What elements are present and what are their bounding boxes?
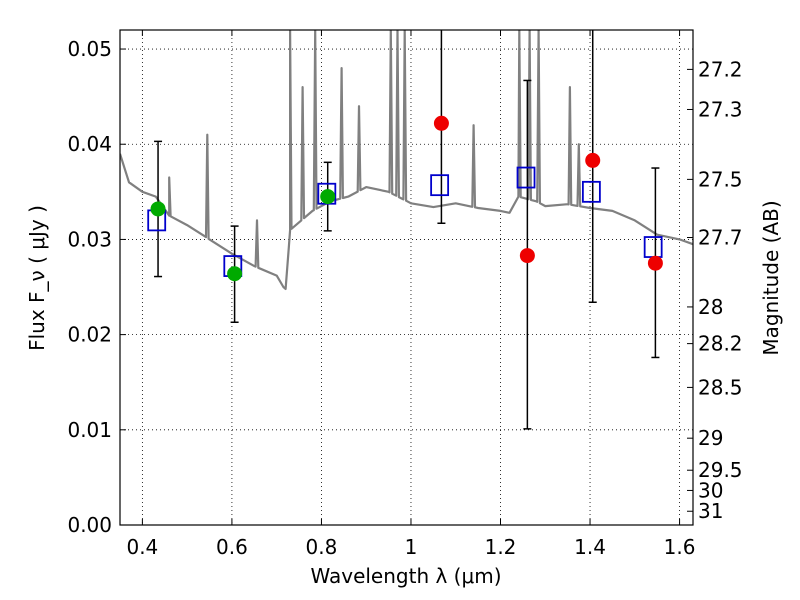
y2-tick-label: 29.5 — [698, 458, 743, 482]
green-data-point — [150, 201, 166, 217]
x-tick-label: 0.8 — [306, 535, 338, 559]
x-tick-label: 1.2 — [485, 535, 517, 559]
y2-tick-label: 27.3 — [698, 97, 743, 121]
plot-area — [120, 30, 693, 430]
y2-tick-label: 27.2 — [698, 57, 743, 81]
y2-tick-label: 27.5 — [698, 167, 743, 191]
y2-tick-label: 28 — [698, 295, 723, 319]
y2-tick-label: 30 — [698, 478, 723, 502]
model-spectrum-line — [120, 30, 693, 290]
grid — [120, 30, 693, 525]
plot-frame — [119, 29, 694, 526]
y2-tick-label: 29 — [698, 426, 723, 450]
y-tick-label: 0.00 — [67, 513, 112, 537]
model-square-point — [516, 166, 536, 189]
y-axis-label: Flux F_ν ( μJy ) — [25, 205, 49, 351]
red-data-point — [585, 152, 601, 168]
red-data-point — [433, 115, 449, 131]
model-square-point — [643, 236, 663, 258]
x-tick-label: 0.4 — [126, 535, 158, 559]
model-square-point — [430, 174, 450, 197]
x-tick-label: 1 — [405, 535, 418, 559]
y-tick-label: 0.01 — [67, 418, 112, 442]
y2-tick-label: 28.5 — [698, 375, 743, 399]
y-tick-label: 0.03 — [67, 227, 112, 251]
x-tick-label: 1.4 — [574, 535, 606, 559]
green-data-point — [227, 266, 243, 282]
y-tick-label: 0.05 — [67, 37, 112, 61]
red-data-point — [519, 248, 535, 264]
model-square-point — [581, 180, 601, 203]
x-tick-label: 1.6 — [664, 535, 696, 559]
x-tick-label: 0.6 — [216, 535, 248, 559]
y-tick-label: 0.02 — [67, 323, 112, 347]
y2-tick-label: 31 — [698, 499, 723, 523]
green-data-point — [320, 189, 336, 205]
y-tick-label: 0.04 — [67, 132, 112, 156]
y2-axis-label: Magnitude (AB) — [759, 200, 783, 355]
axes-ticks: 0.4 0.6 0.8 1 1.2 1.4 1.6 0.00 0.01 0.02 0.03 0.04 0… — [67, 30, 743, 559]
red-data-point — [647, 255, 663, 271]
x-axis-label: Wavelength λ (μm) — [310, 564, 501, 588]
y2-tick-label: 28.2 — [698, 332, 743, 356]
y2-tick-label: 27.7 — [698, 226, 743, 250]
